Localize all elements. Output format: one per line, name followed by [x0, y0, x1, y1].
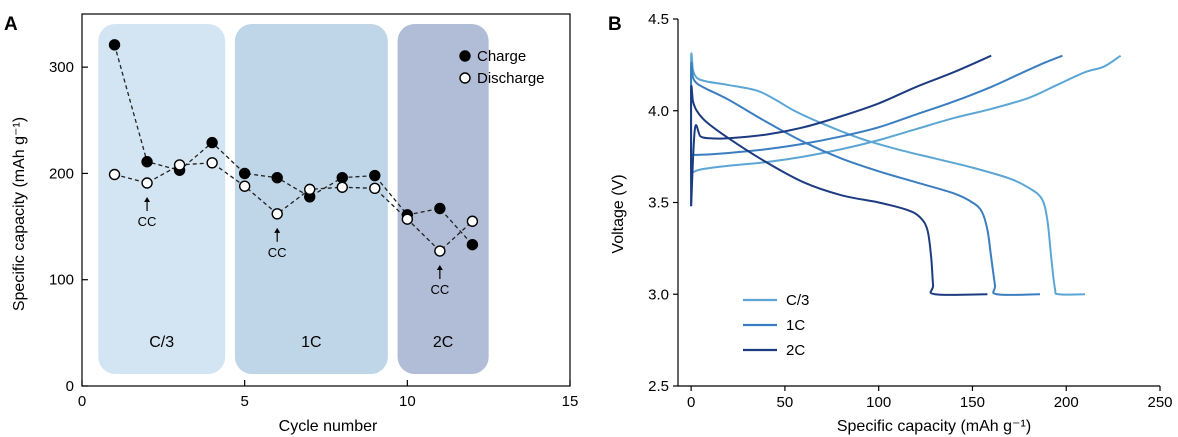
- b-y-tick-label-1: 3.0: [648, 286, 669, 303]
- b-y-tick-label-3: 4.0: [648, 103, 669, 120]
- a-y-axis-label: Specific capacity (mAh g⁻¹): [11, 117, 28, 311]
- a-plot-frame: [81, 13, 571, 387]
- a-series: [108, 39, 479, 257]
- a-point-0-5: [271, 171, 283, 184]
- b-series: [689, 52, 1122, 296]
- a-y-tick-label-3: 300: [49, 59, 74, 76]
- a-axes: 0 5 10 15 0 100 200 300: [49, 13, 579, 410]
- b-legend-label-1: 1C: [786, 317, 805, 334]
- a-region-2: [397, 24, 489, 374]
- a-legend-label-0: Charge: [477, 48, 526, 65]
- a-region-label-0: C/3: [149, 334, 174, 351]
- a-legend-marker-0: [459, 50, 471, 62]
- a-point-1-7: [336, 181, 348, 193]
- a-legend-marker-1: [459, 72, 471, 84]
- b-y-tick-label-0: 2.5: [648, 378, 669, 395]
- b-charge-curve-2: [690, 54, 992, 207]
- a-point-0-3: [206, 136, 218, 149]
- b-x-tick-label-3: 150: [960, 394, 985, 411]
- b-y-tick-label-4: 4.5: [648, 11, 669, 28]
- a-point-1-4: [238, 180, 251, 192]
- a-cc-arrow-head-1: [274, 227, 281, 233]
- b-x-tick-label-5: 250: [1147, 394, 1172, 411]
- a-point-0-7: [336, 171, 348, 184]
- b-discharge-curve-1: [689, 61, 1040, 296]
- a-x-tick-label-2: 10: [399, 393, 416, 410]
- a-rate-regions: C/3 1C 2C: [98, 24, 489, 374]
- a-point-1-2: [173, 159, 186, 171]
- a-point-0-11: [466, 238, 479, 251]
- b-y-axis-label: Voltage (V): [610, 174, 627, 253]
- a-x-tick-label-3: 15: [562, 393, 579, 410]
- a-y-tick-label-0: 0: [66, 378, 74, 395]
- panel-a: A C/3 1C 2C 0 5 10 15 0 100 200 300 CC CC CC Charge…: [4, 13, 579, 435]
- a-x-tick-label-0: 0: [78, 393, 86, 410]
- b-x-axis-label: Specific capacity (mAh g⁻¹): [837, 418, 1031, 435]
- b-y-tick-label-2: 3.5: [648, 195, 669, 212]
- a-annotations: CC CC CC: [138, 196, 449, 297]
- b-discharge-curve-2: [689, 85, 988, 296]
- a-cc-arrow-head-2: [436, 265, 443, 271]
- a-point-0-10: [434, 202, 446, 215]
- panel-b-letter: B: [608, 14, 622, 35]
- a-x-tick-label-1: 5: [240, 393, 248, 410]
- a-point-0-8: [369, 169, 381, 182]
- b-charge-curve-0: [690, 54, 1122, 175]
- a-y-tick-label-2: 200: [49, 165, 74, 182]
- b-charge-curve-1: [691, 54, 1063, 156]
- b-discharge-curve-0: [689, 52, 1085, 296]
- b-legend: C/3 1C 2C: [743, 292, 809, 359]
- a-point-1-11: [466, 215, 479, 227]
- b-legend-label-2: 2C: [786, 342, 805, 359]
- a-legend: Charge Discharge: [459, 48, 545, 87]
- a-y-tick-label-1: 100: [49, 272, 74, 289]
- panel-a-letter: A: [4, 14, 18, 35]
- a-point-1-1: [141, 177, 153, 189]
- b-x-tick-label-4: 200: [1054, 394, 1079, 411]
- b-x-tick-label-2: 100: [866, 394, 891, 411]
- a-cc-label-0: CC: [138, 214, 157, 229]
- a-region-0: [98, 24, 226, 374]
- a-point-1-5: [271, 208, 283, 220]
- b-legend-label-0: C/3: [786, 292, 809, 309]
- a-cc-label-2: CC: [430, 282, 449, 297]
- b-x-tick-label-0: 0: [687, 394, 695, 411]
- a-point-0-0: [108, 39, 121, 51]
- b-x-tick-label-1: 50: [777, 394, 794, 411]
- a-point-1-0: [108, 168, 121, 181]
- a-cc-label-1: CC: [268, 245, 287, 260]
- a-x-axis-label: Cycle number: [279, 418, 378, 435]
- panel-b: B 0 50 100 150 200 250 2.5 3.0 3.5 4.0 4.5 C/3 1C 2C…: [608, 11, 1173, 435]
- a-point-0-4: [238, 167, 251, 180]
- a-point-0-1: [141, 156, 153, 168]
- a-point-1-3: [206, 157, 218, 169]
- a-point-1-6: [304, 183, 316, 196]
- a-point-1-9: [401, 213, 414, 225]
- a-series-line-1: [114, 162, 473, 252]
- a-point-1-8: [369, 182, 381, 195]
- b-axes: 0 50 100 150 200 250 2.5 3.0 3.5 4.0 4.5: [648, 11, 1172, 411]
- a-legend-label-1: Discharge: [477, 70, 545, 87]
- a-point-1-10: [434, 245, 446, 257]
- a-cc-arrow-head-0: [144, 196, 151, 202]
- a-region-label-2: 2C: [433, 334, 453, 351]
- a-region-label-1: 1C: [301, 334, 321, 351]
